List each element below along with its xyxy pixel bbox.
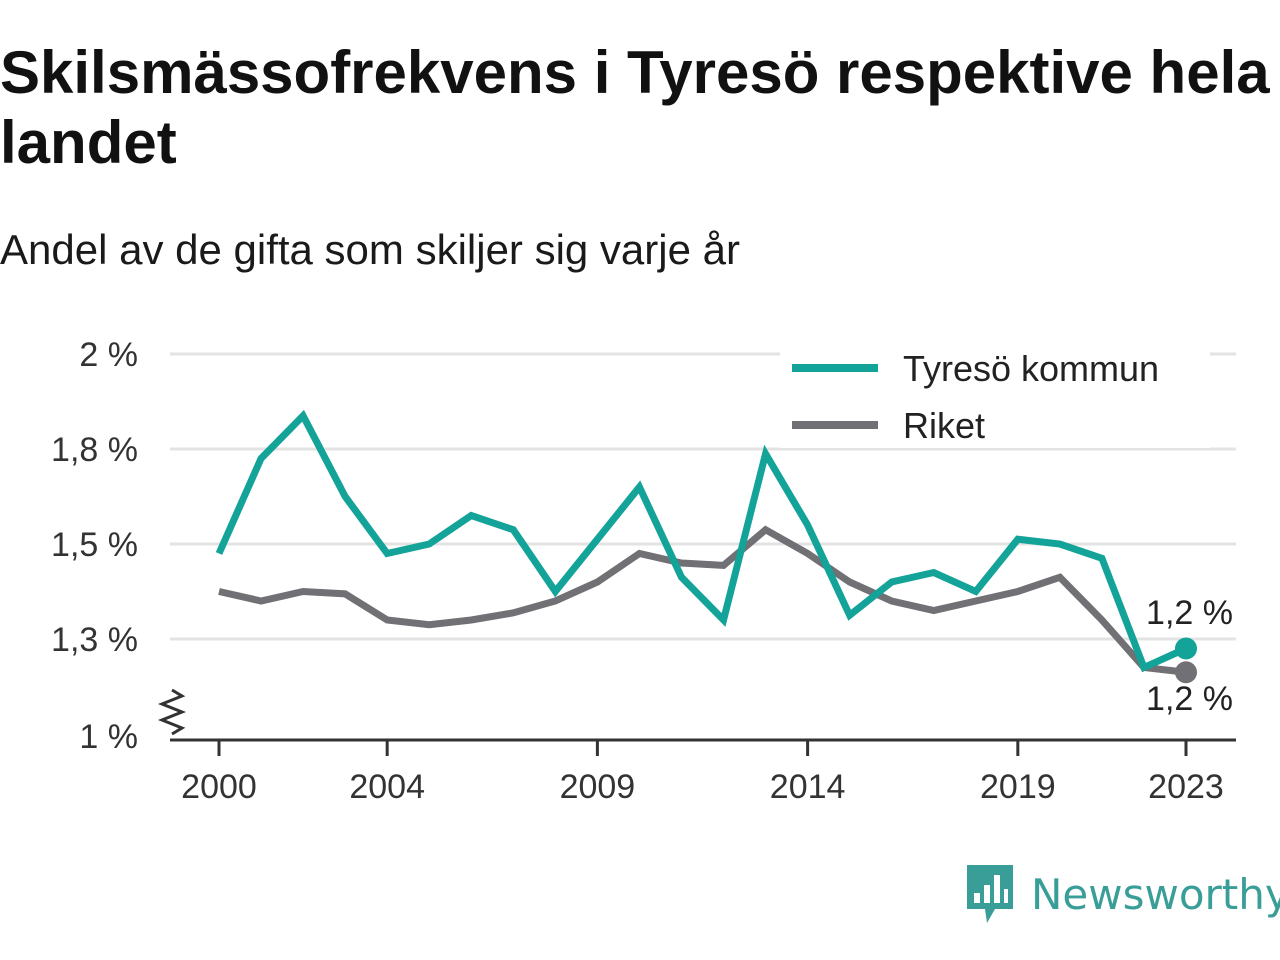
chart-title: Skilsmässofrekvens i Tyresö respektive h… [0,39,1270,176]
x-tick-label: 2009 [560,768,636,806]
x-tick-label: 2000 [181,768,257,806]
x-axis: 2000 2004 2009 2014 2019 2023 [170,738,1236,806]
legend-label-tyreso: Tyresö kommun [903,348,1159,389]
end-point-tyreso [1175,637,1197,660]
end-labels: 1,2 % 1,2 % [1146,594,1233,718]
series-line-riket [218,525,1187,676]
x-tick-label: 2023 [1148,768,1224,806]
end-label-tyreso: 1,2 % [1146,594,1233,632]
series-line-tyreso [215,409,1188,673]
y-tick-label: 1,5 % [51,526,138,564]
y-tick-label: 1 % [79,718,138,756]
end-point-riket [1175,661,1197,684]
y-tick-label: 1,3 % [51,621,138,659]
x-tick-label: 2004 [349,768,425,806]
legend: Tyresö kommun Riket [780,342,1210,448]
legend-background [780,342,1210,448]
end-label-riket: 1,2 % [1146,680,1233,718]
axis-break-icon [157,688,187,736]
x-tick-label: 2019 [980,768,1056,806]
y-axis-ticks: 2 % 1,8 % 1,5 % 1,3 % 1 % [51,336,187,756]
bar-chart-speech-icon [967,865,1013,923]
newsworthy-logo: Newsworthy [965,862,1280,926]
chart-subtitle: Andel av de gifta som skiljer sig varje … [0,226,740,273]
brand-name: Newsworthy [1031,869,1280,919]
series-lines [215,409,1197,684]
y-tick-label: 1,8 % [51,431,138,469]
x-tick-label: 2014 [770,768,846,806]
legend-label-riket: Riket [903,405,985,446]
y-tick-label: 2 % [79,336,138,374]
